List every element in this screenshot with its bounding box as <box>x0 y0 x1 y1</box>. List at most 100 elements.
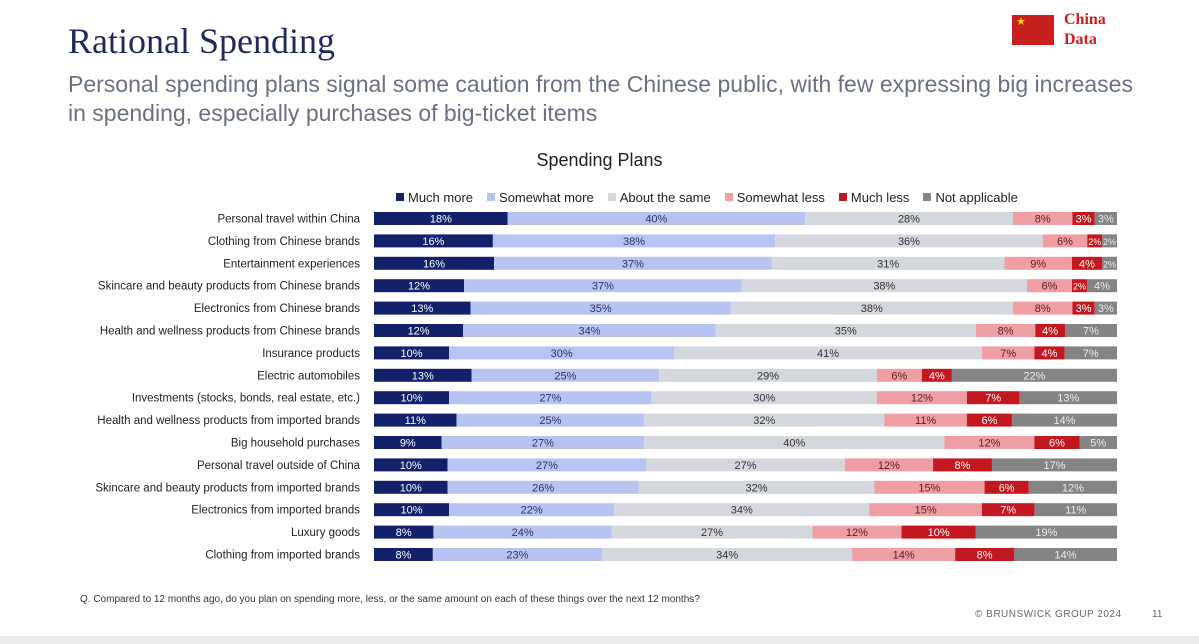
bar-segment <box>1019 391 1117 405</box>
bar-segment <box>966 413 1012 427</box>
data-label: 35% <box>590 303 612 315</box>
data-label: 32% <box>746 482 768 494</box>
bar-segment <box>374 436 442 449</box>
data-label: 30% <box>551 348 573 360</box>
legend-item-not-applicable: Not applicable <box>923 189 1018 205</box>
bar-segment <box>449 346 675 360</box>
data-label: 3% <box>1098 303 1114 315</box>
bar-segment <box>1034 436 1080 449</box>
bar-segment <box>1012 301 1073 315</box>
bar-row: Health and wellness products from Chines… <box>100 324 1117 338</box>
data-label: 38% <box>861 303 883 315</box>
data-label: 7% <box>985 393 1001 405</box>
bar-segment <box>1026 279 1072 293</box>
bar-segment <box>611 525 813 539</box>
bar-segment <box>1035 324 1065 337</box>
data-label: 13% <box>411 303 433 315</box>
data-label: 13% <box>1057 393 1079 405</box>
bar-segment <box>651 391 877 405</box>
bar-segment <box>374 301 471 315</box>
category-label: Skincare and beauty products from import… <box>95 482 360 494</box>
bar-segment <box>981 346 1035 360</box>
data-label: 14% <box>1053 415 1075 427</box>
bar-segment <box>614 503 870 517</box>
bar-segment <box>876 368 922 382</box>
data-label: 38% <box>873 281 895 293</box>
data-label: 26% <box>532 482 554 494</box>
bar-segment <box>674 346 982 360</box>
bar-row: Skincare and beauty products from Chines… <box>98 279 1117 293</box>
bar-segment <box>869 503 982 517</box>
data-label: 15% <box>915 505 937 517</box>
data-label: 31% <box>877 258 899 270</box>
bar-segment <box>374 503 450 517</box>
data-label: 22% <box>1023 370 1045 382</box>
data-label: 12% <box>846 527 868 539</box>
data-label: 27% <box>701 527 723 539</box>
bar-segment <box>1087 234 1103 248</box>
data-label: 25% <box>539 415 561 427</box>
data-label: 11% <box>915 415 936 427</box>
data-label: 14% <box>1054 550 1076 562</box>
bar-segment <box>1011 413 1117 427</box>
legend-label: Much less <box>850 189 910 205</box>
data-label: 2% <box>1073 282 1086 292</box>
bar-segment <box>602 548 853 561</box>
bar-segment <box>374 212 508 225</box>
bar-row: Health and wellness products from import… <box>97 413 1117 427</box>
bar-segment <box>374 368 472 382</box>
bar-segment <box>1101 256 1117 270</box>
bar-segment <box>1012 212 1073 225</box>
bar-segment <box>374 391 450 405</box>
bar-segment <box>374 458 448 472</box>
category-label: Big household purchases <box>231 438 360 450</box>
bar-segment <box>975 525 1117 539</box>
legend-label: About the same <box>619 189 711 205</box>
bar-segment <box>470 301 731 315</box>
data-label: 8% <box>396 527 412 539</box>
bar-segment <box>944 436 1035 449</box>
bar-segment <box>659 368 877 382</box>
bar-segment <box>951 368 1117 382</box>
bar-segment <box>1079 436 1117 449</box>
data-label: 6% <box>1057 236 1073 248</box>
bar-segment <box>374 324 464 337</box>
bar-segment <box>884 413 967 427</box>
bar-segment <box>449 503 615 517</box>
bar-segment <box>1086 279 1117 293</box>
data-label: 8% <box>977 550 993 562</box>
legend-label: Not applicable <box>935 189 1018 205</box>
bar-segment <box>441 436 645 449</box>
data-label: 15% <box>918 482 940 494</box>
category-label: Skincare and beauty products from Chines… <box>98 281 360 293</box>
bar-segment <box>984 480 1029 494</box>
data-label: 5% <box>1090 438 1106 450</box>
data-label: 27% <box>536 460 558 472</box>
data-label: 17% <box>1043 460 1065 472</box>
data-label: 2% <box>1088 237 1101 247</box>
data-label: 12% <box>911 393 933 405</box>
bar-segment <box>966 391 1020 405</box>
bar-segment <box>463 324 716 337</box>
bar-segment <box>447 480 639 494</box>
bar-row: Investments (stocks, bonds, real estate,… <box>132 391 1117 405</box>
data-label: 9% <box>1030 258 1046 270</box>
data-label: 25% <box>554 370 576 382</box>
bar-segment <box>494 256 772 270</box>
bar-segment <box>804 212 1013 225</box>
bar-row: Skincare and beauty products from import… <box>95 480 1117 494</box>
data-label: 27% <box>734 460 756 472</box>
bar-segment <box>844 458 934 472</box>
footer-bar <box>0 636 1199 644</box>
bar-segment <box>1102 234 1117 248</box>
data-label: 2% <box>1103 237 1116 247</box>
bar-row: Big household purchases 9% 27% 40% 12% 6% 5% <box>231 436 1117 450</box>
data-label: 10% <box>400 482 422 494</box>
data-label: 2% <box>1103 259 1116 269</box>
category-label: Health and wellness products from Chines… <box>100 326 360 338</box>
copyright-text: © BRUNSWICK GROUP 2024 <box>975 609 1122 620</box>
chart-legend: Much more Somewhat more About the same Some… <box>396 189 1018 205</box>
data-label: 8% <box>955 460 971 472</box>
data-label: 7% <box>1083 326 1099 338</box>
data-label: 8% <box>998 326 1014 338</box>
